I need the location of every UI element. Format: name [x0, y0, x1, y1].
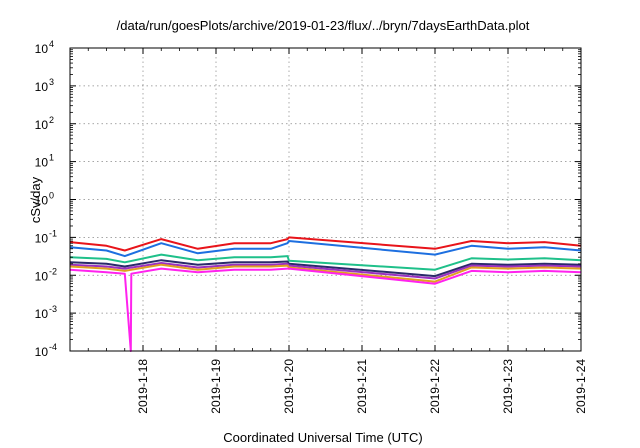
y-tick-exponent: -2	[49, 266, 57, 276]
series-line-3	[69, 253, 582, 271]
y-tick-label: 10	[35, 269, 49, 283]
x-tick-group: 2019-1-18 2019-1-19 2019-1-20 2019-1-21 2019…	[87, 48, 588, 414]
x-tick-label: 2019-1-24	[574, 359, 588, 414]
y-tick-label: 10	[35, 345, 49, 359]
y-tick-exponent: 0	[49, 191, 54, 201]
x-tick-label: 2019-1-19	[209, 359, 223, 414]
grid	[70, 48, 581, 351]
y-tick-exponent: -3	[49, 304, 57, 314]
y-tick-label: 10	[35, 80, 49, 94]
x-tick-label: 2019-1-21	[355, 359, 369, 414]
y-tick-exponent: 1	[49, 153, 54, 163]
y-tick-exponent: 3	[49, 77, 54, 87]
y-tick-label: 10	[35, 42, 49, 56]
chart-title: /data/run/goesPlots/archive/2019-01-23/f…	[117, 18, 530, 33]
series-line-6	[69, 263, 582, 283]
y-tick-label: 10	[35, 307, 49, 321]
y-axis-label: cSv/day	[28, 176, 43, 223]
y-tick-exponent: 4	[49, 39, 54, 49]
x-axis-label: Coordinated Universal Time (UTC)	[223, 430, 422, 445]
series-group	[69, 236, 582, 352]
x-tick-label: 2019-1-18	[136, 359, 150, 414]
series-line-7	[69, 267, 582, 352]
y-tick-label: 10	[35, 156, 49, 170]
series-line-4	[69, 259, 582, 278]
y-tick-label: 10	[35, 231, 49, 245]
y-tick-label: 10	[35, 194, 49, 208]
series-line-2	[69, 240, 582, 258]
series-line-5	[69, 262, 582, 280]
y-tick-exponent: -4	[49, 342, 57, 352]
x-tick-label: 2019-1-22	[428, 359, 442, 414]
series-line-1	[69, 236, 582, 252]
y-tick-label: 10	[35, 118, 49, 132]
y-tick-exponent: -1	[49, 228, 57, 238]
x-tick-label: 2019-1-20	[282, 359, 296, 414]
x-tick-label: 2019-1-23	[501, 359, 515, 414]
y-tick-exponent: 2	[49, 115, 54, 125]
